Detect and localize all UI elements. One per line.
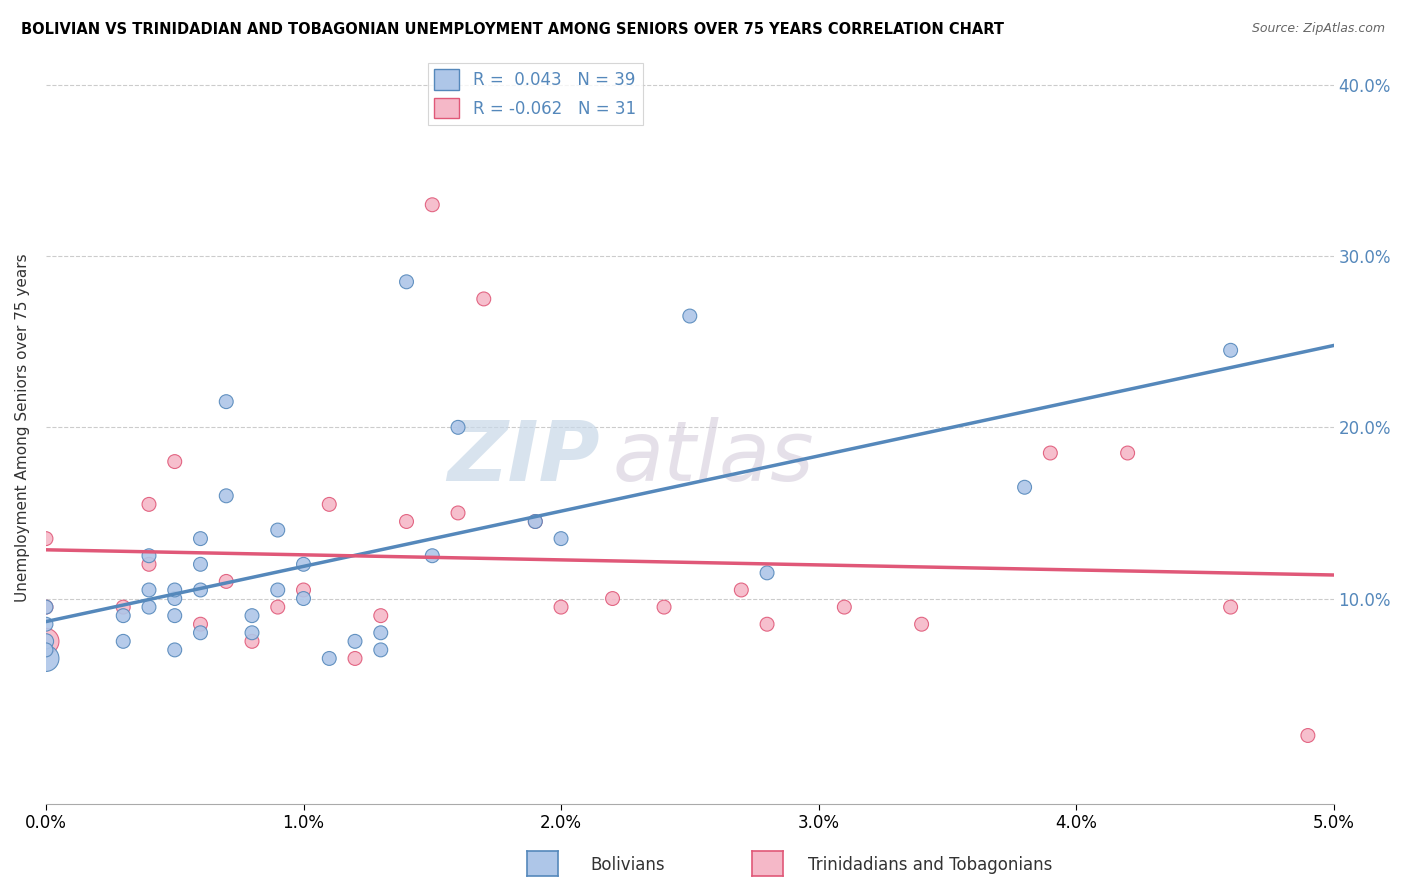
Point [215, 489, 238, 503]
Point [395, 275, 418, 289]
Point [190, 625, 212, 640]
Point [190, 558, 212, 572]
Point [756, 617, 779, 632]
Text: Bolivians: Bolivians [591, 855, 665, 873]
Text: BOLIVIAN VS TRINIDADIAN AND TOBAGONIAN UNEMPLOYMENT AMONG SENIORS OVER 75 YEARS : BOLIVIAN VS TRINIDADIAN AND TOBAGONIAN U… [21, 22, 1004, 37]
Point [35, 600, 58, 615]
Point [190, 532, 212, 546]
Point [910, 617, 932, 632]
Point [35, 600, 58, 615]
Point [35, 634, 58, 648]
Point [35, 532, 58, 546]
Y-axis label: Unemployment Among Seniors over 75 years: Unemployment Among Seniors over 75 years [15, 253, 30, 601]
Point [215, 394, 238, 409]
Point [138, 582, 160, 597]
Point [679, 309, 702, 323]
Point [524, 515, 547, 529]
Point [756, 566, 779, 580]
Point [1219, 600, 1241, 615]
Point [472, 292, 495, 306]
Point [35, 643, 58, 657]
Point [834, 600, 856, 615]
Text: Source: ZipAtlas.com: Source: ZipAtlas.com [1251, 22, 1385, 36]
Point [343, 651, 366, 665]
Point [163, 591, 186, 606]
Point [190, 582, 212, 597]
Point [318, 497, 340, 511]
Point [550, 532, 572, 546]
Point [602, 591, 624, 606]
Point [163, 454, 186, 468]
Point [267, 600, 290, 615]
Point [318, 651, 340, 665]
Point [190, 617, 212, 632]
Point [395, 515, 418, 529]
Point [420, 549, 443, 563]
Point [240, 625, 263, 640]
Point [267, 582, 290, 597]
Point [1296, 729, 1319, 743]
Point [163, 643, 186, 657]
Point [447, 420, 470, 434]
Point [35, 651, 58, 665]
Point [550, 600, 572, 615]
Text: ZIP: ZIP [447, 417, 600, 498]
Point [292, 558, 315, 572]
Point [447, 506, 470, 520]
Point [420, 198, 443, 212]
Point [370, 625, 392, 640]
Point [1116, 446, 1139, 460]
Point [730, 582, 752, 597]
Point [138, 497, 160, 511]
Point [215, 574, 238, 589]
Point [112, 634, 135, 648]
Point [35, 634, 58, 648]
Point [524, 515, 547, 529]
Point [292, 582, 315, 597]
Point [138, 549, 160, 563]
Point [1039, 446, 1062, 460]
Point [267, 523, 290, 537]
Point [1219, 343, 1241, 358]
Point [138, 600, 160, 615]
Point [35, 617, 58, 632]
Point [163, 608, 186, 623]
Point [138, 558, 160, 572]
Legend: R =  0.043   N = 39, R = -0.062   N = 31: R = 0.043 N = 39, R = -0.062 N = 31 [427, 62, 643, 125]
Text: Trinidadians and Tobagonians: Trinidadians and Tobagonians [808, 855, 1053, 873]
Point [343, 634, 366, 648]
Point [112, 600, 135, 615]
Point [370, 608, 392, 623]
Point [112, 608, 135, 623]
Text: atlas: atlas [613, 417, 814, 498]
Point [163, 582, 186, 597]
Point [1014, 480, 1036, 494]
Point [240, 634, 263, 648]
Point [240, 608, 263, 623]
Point [292, 591, 315, 606]
Point [370, 643, 392, 657]
Point [652, 600, 675, 615]
